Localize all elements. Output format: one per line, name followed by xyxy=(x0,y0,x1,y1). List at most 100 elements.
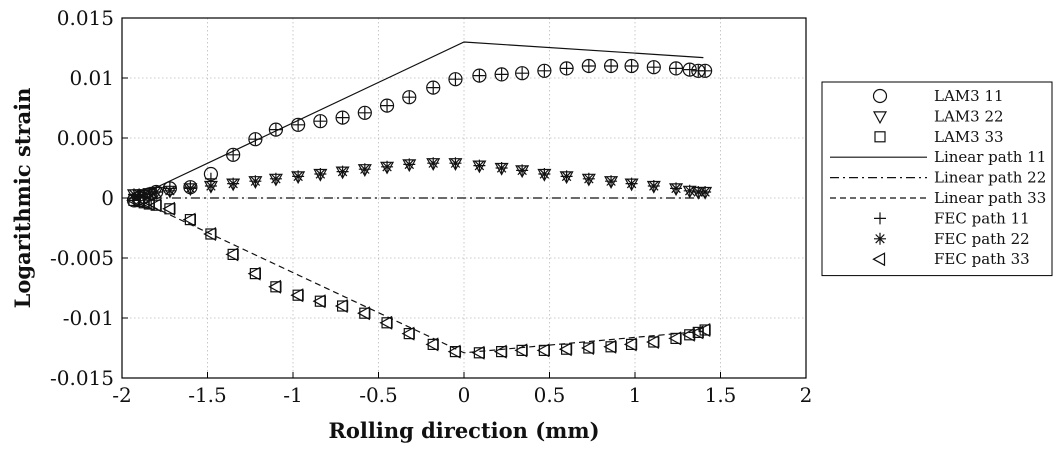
x-tick-label: -1 xyxy=(283,383,302,407)
fec-path-33-point xyxy=(681,327,695,342)
fec-path-11-point xyxy=(314,115,327,128)
legend-label-lam3-11: LAM3 11 xyxy=(934,87,1004,105)
fec-path-22-point xyxy=(336,165,349,178)
fec-path-33-point xyxy=(379,315,393,330)
x-tick-label: 2 xyxy=(800,383,813,407)
fec-path-11-point xyxy=(560,62,573,75)
x-tick-label: 1 xyxy=(629,383,642,407)
x-tick-label: 0.5 xyxy=(534,383,566,407)
fec-path-11-point xyxy=(625,60,638,72)
fec-path-22-point xyxy=(625,177,638,190)
fec-path-33-point xyxy=(290,288,304,303)
legend-swatch-lam3-22 xyxy=(872,111,888,125)
fec-path-11-point xyxy=(249,133,262,146)
fec-path-33-point xyxy=(514,343,528,358)
legend-label-lam3-33: LAM3 33 xyxy=(934,128,1004,146)
fec-path-11-point xyxy=(647,61,660,74)
legend-swatch-fec-path-11 xyxy=(874,212,886,225)
fec-path-33-point xyxy=(646,334,659,350)
lam3-11-point xyxy=(581,58,596,74)
legend-box xyxy=(821,81,1053,277)
fec-path-33-point xyxy=(401,326,415,341)
fec-path-33-point xyxy=(162,201,175,216)
x-tick-label: -0.5 xyxy=(359,383,398,407)
x-tick-label: 0 xyxy=(458,383,471,407)
fec-path-33-point xyxy=(141,196,155,212)
fec-path-11-point xyxy=(683,63,696,76)
lam3-11-point xyxy=(537,63,552,78)
lam3-11-point xyxy=(682,62,697,77)
x-tick-label: -2 xyxy=(112,383,131,407)
fec-path-22-point xyxy=(150,186,163,198)
fec-path-11-point xyxy=(292,118,305,131)
lam3-11-point xyxy=(313,114,328,129)
y-tick-label: -0.005 xyxy=(50,246,114,270)
fec-path-33-point xyxy=(471,345,485,360)
fec-path-33-point xyxy=(425,337,439,352)
fec-path-22-point xyxy=(163,184,176,197)
y-tick-label: 0 xyxy=(101,186,114,210)
x-axis-label: Rolling direction (mm) xyxy=(328,418,599,443)
fec-path-22-point xyxy=(403,158,416,171)
fec-path-22-point xyxy=(560,170,573,183)
fec-path-11-point xyxy=(381,99,394,112)
fec-path-22-point xyxy=(292,170,305,183)
fec-path-33-point xyxy=(225,247,239,262)
fec-path-22-point xyxy=(605,175,618,188)
lam3-11-point xyxy=(494,67,509,82)
fec-path-33-point xyxy=(203,226,217,242)
fec-path-33-point xyxy=(357,306,370,321)
legend-label-fec-path-11: FEC path 11 xyxy=(934,209,1030,227)
fec-path-11-point xyxy=(449,73,462,86)
fec-path-22-point xyxy=(427,157,440,170)
fec-path-22-point xyxy=(138,188,151,201)
legend-label-fec-path-22: FEC path 22 xyxy=(934,230,1030,248)
fec-path-11-point xyxy=(495,68,508,81)
fec-path-33-point xyxy=(136,195,150,210)
fec-path-33-point xyxy=(668,331,682,346)
y-tick-label: 0.005 xyxy=(57,126,114,150)
y-tick-label: -0.01 xyxy=(63,306,114,330)
fec-path-22-point xyxy=(314,168,327,180)
fec-path-33-point xyxy=(603,339,617,354)
fec-path-11-point xyxy=(403,91,416,104)
x-tick-label: -1.5 xyxy=(188,383,227,407)
linear-path-33-line xyxy=(133,197,704,354)
y-tick-label: 0.015 xyxy=(57,6,114,30)
linear-path-11-line xyxy=(133,41,704,199)
fec-path-11-point xyxy=(227,148,240,161)
legend-swatch-lam3-11 xyxy=(872,88,888,104)
fec-path-22-point xyxy=(269,172,282,185)
fec-path-22-point xyxy=(449,157,462,170)
lam3-11-point xyxy=(402,90,417,105)
fec-path-33-point xyxy=(581,340,594,356)
fec-path-33-point xyxy=(268,279,281,294)
legend-swatch-lam3-33 xyxy=(874,131,886,143)
lam3-11-point xyxy=(448,72,463,87)
fec-path-22-point xyxy=(647,180,660,192)
lam3-11-point xyxy=(291,117,306,132)
lam3-11-point xyxy=(668,61,684,76)
lam3-11-point xyxy=(357,105,372,120)
y-tick-label: 0.01 xyxy=(69,66,114,90)
series-markers xyxy=(126,58,713,360)
fec-path-33-point xyxy=(447,344,461,359)
lam3-11-point xyxy=(379,98,395,113)
y-axis-label: Logarithmic strain xyxy=(10,88,35,309)
lam3-11-point xyxy=(248,132,263,147)
fec-path-22-point xyxy=(184,182,197,195)
lam3-11-point xyxy=(603,58,619,74)
fec-path-33-point xyxy=(247,266,261,281)
fec-path-11-point xyxy=(605,60,618,72)
fec-path-33-point xyxy=(558,342,572,357)
fec-path-11-point xyxy=(516,67,529,80)
fec-path-33-point xyxy=(148,198,162,213)
fec-path-22-point xyxy=(538,168,551,180)
y-tick-label: -0.015 xyxy=(50,366,114,390)
fec-path-33-point xyxy=(312,294,326,309)
lam3-11-point xyxy=(268,122,283,137)
fec-path-11-point xyxy=(699,64,712,77)
fec-path-22-point xyxy=(495,162,508,174)
fec-path-22-point xyxy=(473,159,486,172)
series-lines xyxy=(133,41,704,354)
